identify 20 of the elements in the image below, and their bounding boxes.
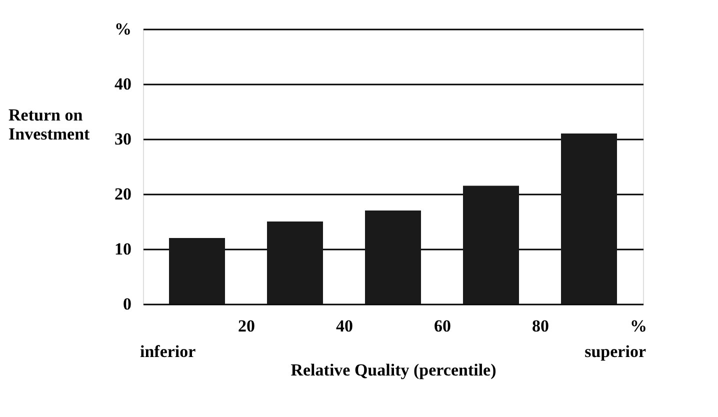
x-tick-label: % [630,316,647,336]
y-tick-label: 40 [114,74,132,94]
x-tick-label: 40 [336,316,353,336]
y-tick-label: % [114,20,132,38]
bar [365,210,421,304]
bar [169,238,225,304]
text: superior [584,342,646,361]
y-axis-title: Return on Investment [8,106,90,144]
text: inferior [140,342,196,361]
y-tick-label: 30 [114,130,132,148]
x-axis-title: Relative Quality (percentile) [290,360,496,380]
bar [561,134,617,304]
x-tick-label: 60 [434,316,451,336]
y-tick-label: 10 [114,240,132,258]
y-tick-label: 0 [123,294,132,314]
y-tick-label: 20 [114,184,132,204]
bar [267,222,323,304]
x-tick-label: 80 [532,316,549,336]
x-tick-label: 20 [238,316,255,336]
bar [463,186,519,304]
